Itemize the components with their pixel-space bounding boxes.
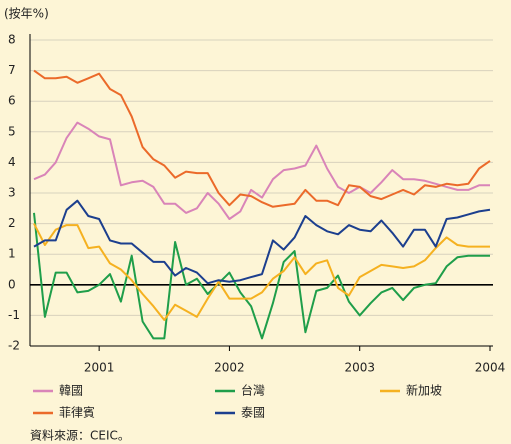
y-tick-label: 7 [8, 63, 16, 77]
y-tick-label: 4 [8, 155, 16, 169]
y-tick-label: 6 [8, 94, 16, 108]
y-tick-label: 1 [8, 247, 16, 261]
y-tick-label: 2 [8, 216, 16, 230]
legend-label: 泰國 [241, 406, 265, 420]
y-tick-label: 3 [8, 186, 16, 200]
series-line [33, 199, 491, 285]
legend-label: 新加坡 [406, 383, 442, 398]
legend-label: 韓國 [59, 384, 83, 398]
series-line [33, 212, 490, 340]
y-tick-label: -2 [8, 339, 20, 353]
legend-label: 台灣 [241, 383, 265, 398]
source-note: 資料來源：CEIC。 [30, 429, 130, 443]
y-tick-label: 5 [8, 124, 16, 138]
y-tick-label: -1 [8, 308, 20, 322]
series-line [33, 121, 490, 220]
x-tick-label: 2001 [84, 361, 115, 375]
series-line [33, 223, 490, 321]
y-axis-label: (按年%) [4, 7, 49, 21]
x-tick-label: 2002 [214, 361, 245, 375]
x-tick-label: 2003 [344, 361, 375, 375]
y-tick-label: 0 [8, 277, 16, 291]
y-tick-label: 8 [8, 33, 16, 47]
x-tick-label: 2004 [475, 361, 506, 375]
series-line [33, 69, 491, 208]
legend-label: 菲律賓 [59, 405, 95, 420]
